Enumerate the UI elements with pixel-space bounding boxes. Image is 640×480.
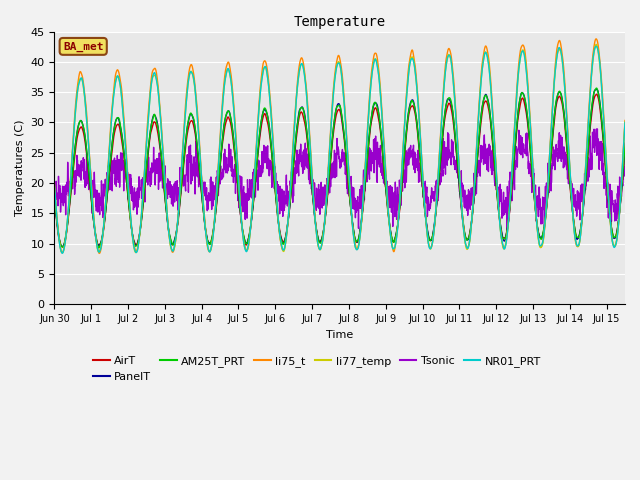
Line: NR01_PRT: NR01_PRT <box>54 46 625 253</box>
NR01_PRT <box>344 146 351 152</box>
PanelT <box>58 243 66 249</box>
Line: Tsonic: Tsonic <box>54 129 625 229</box>
NR01_PRT <box>84 136 92 142</box>
NR01_PRT <box>592 43 600 49</box>
li75_t <box>344 143 351 149</box>
li77_temp <box>51 183 58 189</box>
Legend: AirT, PanelT, AM25T_PRT, li75_t, li77_temp, Tsonic, NR01_PRT: AirT, PanelT, AM25T_PRT, li75_t, li77_te… <box>88 351 545 386</box>
li77_temp <box>534 229 541 235</box>
Tsonic <box>602 175 609 181</box>
NR01_PRT <box>602 147 609 153</box>
NR01_PRT <box>426 245 433 251</box>
li75_t <box>95 251 103 256</box>
AM25T_PRT <box>344 165 351 171</box>
li77_temp <box>621 119 629 125</box>
NR01_PRT <box>621 120 629 125</box>
li75_t <box>534 228 541 234</box>
AM25T_PRT <box>534 225 541 231</box>
Tsonic <box>84 178 92 183</box>
AirT <box>621 146 629 152</box>
NR01_PRT <box>408 56 416 61</box>
li75_t <box>602 145 609 151</box>
AM25T_PRT <box>593 85 600 91</box>
Tsonic <box>503 227 511 232</box>
AM25T_PRT <box>621 143 629 149</box>
NR01_PRT <box>534 228 541 234</box>
PanelT <box>593 86 601 92</box>
Line: li77_temp: li77_temp <box>54 45 625 252</box>
PanelT <box>602 164 609 169</box>
li75_t <box>621 118 629 123</box>
AirT <box>593 91 600 97</box>
li77_temp <box>84 137 92 143</box>
NR01_PRT <box>58 251 66 256</box>
X-axis label: Time: Time <box>326 330 353 339</box>
Tsonic <box>408 150 415 156</box>
AirT <box>426 236 433 242</box>
AirT <box>534 225 541 231</box>
li75_t <box>592 36 600 42</box>
PanelT <box>344 166 351 171</box>
AM25T_PRT <box>426 237 433 242</box>
Line: li75_t: li75_t <box>54 39 625 253</box>
li75_t <box>84 129 92 135</box>
Tsonic <box>425 202 433 208</box>
Title: Temperature: Temperature <box>294 15 386 29</box>
PanelT <box>408 97 416 103</box>
AirT <box>602 166 609 172</box>
Y-axis label: Temperatures (C): Temperatures (C) <box>15 120 25 216</box>
PanelT <box>84 162 92 168</box>
li77_temp <box>602 146 609 152</box>
li77_temp <box>592 42 600 48</box>
Line: AM25T_PRT: AM25T_PRT <box>54 88 625 248</box>
Tsonic <box>343 175 351 180</box>
li77_temp <box>344 147 351 153</box>
PanelT <box>621 140 629 146</box>
AirT <box>59 244 67 250</box>
Tsonic <box>593 126 601 132</box>
AM25T_PRT <box>84 159 92 165</box>
li75_t <box>408 47 416 53</box>
AM25T_PRT <box>51 195 58 201</box>
PanelT <box>51 196 58 202</box>
li75_t <box>51 180 58 185</box>
PanelT <box>534 225 541 231</box>
Tsonic <box>621 165 629 170</box>
li77_temp <box>408 54 416 60</box>
AirT <box>84 167 92 172</box>
Tsonic <box>51 180 58 185</box>
AirT <box>344 169 351 175</box>
NR01_PRT <box>51 182 58 188</box>
li77_temp <box>426 244 433 250</box>
Line: AirT: AirT <box>54 94 625 247</box>
li77_temp <box>58 250 66 255</box>
Line: PanelT: PanelT <box>54 89 625 246</box>
AirT <box>51 196 58 202</box>
PanelT <box>426 236 433 241</box>
AM25T_PRT <box>602 163 609 169</box>
li75_t <box>426 243 433 249</box>
AM25T_PRT <box>408 97 416 103</box>
AM25T_PRT <box>95 245 103 251</box>
Text: BA_met: BA_met <box>63 41 104 51</box>
Tsonic <box>534 204 541 210</box>
AirT <box>408 103 416 109</box>
